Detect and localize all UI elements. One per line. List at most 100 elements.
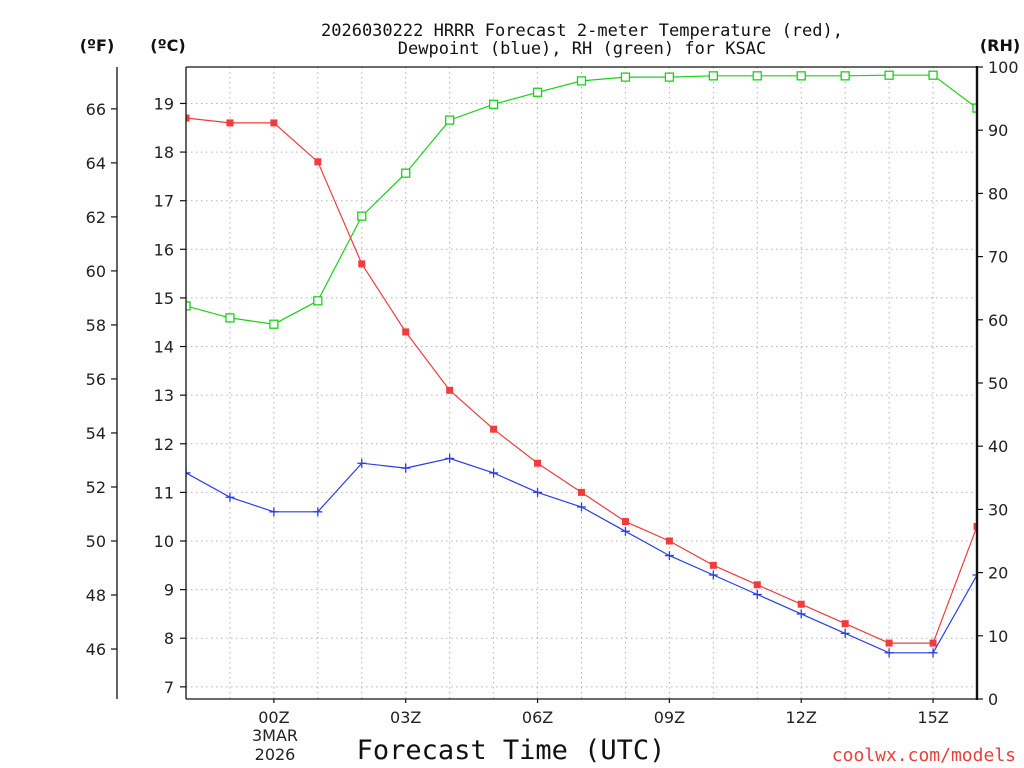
temperature-point (841, 620, 849, 628)
temperature-point (709, 561, 717, 569)
fahrenheit-tick-label: 62 (86, 208, 106, 227)
temperature-point (797, 600, 805, 608)
fahrenheit-tick-label: 58 (86, 316, 106, 335)
celsius-tick-label: 7 (164, 678, 174, 697)
temperature-point (665, 537, 673, 545)
dewpoint-point (445, 453, 455, 463)
dewpoint-point (620, 526, 630, 536)
dewpoint-point (357, 458, 367, 468)
temperature-point (929, 639, 937, 647)
fahrenheit-tick-label: 46 (86, 640, 106, 659)
dewpoint-point (577, 502, 586, 512)
dewpoint-point (269, 507, 279, 517)
celsius-tick-label: 16 (154, 240, 174, 259)
rh-tick-label: 60 (988, 311, 1008, 330)
rh-point (928, 70, 938, 80)
temperature-point (186, 114, 190, 122)
rh-point (884, 70, 894, 80)
x-axis-title: Forecast Time (UTC) (357, 735, 666, 766)
temperature-point (446, 386, 454, 394)
celsius-tick-label: 15 (154, 289, 174, 308)
rh-tick-label: 80 (988, 184, 1008, 203)
rh-point (225, 313, 235, 323)
dewpoint-point (489, 468, 499, 478)
temperature-point (270, 119, 278, 127)
rh-point (445, 115, 455, 125)
fahrenheit-tick-label: 66 (86, 100, 106, 119)
rh-tick-label: 50 (988, 374, 1008, 393)
celsius-tick-label: 18 (154, 143, 174, 162)
celsius-tick-label: 10 (154, 532, 174, 551)
dewpoint-point (840, 628, 850, 638)
celsius-tick-label: 19 (154, 94, 174, 113)
rh-tick-label: 70 (988, 248, 1008, 267)
temperature-point (534, 459, 542, 467)
chart-title-line-1: 2026030222 HRRR Forecast 2-meter Tempera… (321, 21, 843, 41)
fahrenheit-tick-label: 54 (86, 424, 106, 443)
dewpoint-point (708, 570, 718, 580)
series-layer (186, 70, 977, 658)
fahrenheit-tick-label: 56 (86, 370, 106, 389)
dewpoint-point (186, 468, 191, 478)
rh-point (313, 296, 323, 306)
date-label-year: 2026 (255, 745, 296, 764)
rh-point (532, 87, 543, 97)
dewpoint-point (796, 609, 806, 619)
celsius-tick-label: 9 (164, 581, 174, 600)
rh-tick-label: 40 (988, 437, 1008, 456)
fahrenheit-tick-label: 60 (86, 262, 106, 281)
celsius-tick-label: 13 (154, 386, 174, 405)
dewpoint-point (752, 589, 762, 599)
celsius-tick-label: 17 (154, 192, 174, 211)
date-label-day: 3MAR (252, 726, 298, 745)
temperature-point (358, 260, 366, 268)
rh-point (488, 99, 499, 109)
rh-point (972, 103, 977, 113)
rh-axis-label: (RH) (980, 36, 1020, 55)
dewpoint-point (972, 570, 977, 580)
temperature-point (753, 581, 761, 589)
rh-point (186, 301, 191, 311)
x-axis-tick-label: 06Z (522, 708, 553, 727)
x-axis-tick-label: 09Z (654, 708, 685, 727)
celsius-axis-label: (ºC) (150, 36, 185, 55)
rh-tick-label: 10 (988, 627, 1008, 646)
rh-point (620, 72, 631, 82)
x-axis-tick-label: 03Z (390, 708, 421, 727)
dewpoint-point (533, 487, 543, 497)
rh-tick-label: 0 (988, 690, 998, 709)
rh-point (401, 168, 411, 178)
fahrenheit-tick-label: 48 (86, 586, 106, 605)
rh-point (269, 319, 279, 329)
rh-tick-label: 90 (988, 121, 1008, 140)
celsius-tick-label: 11 (154, 483, 174, 502)
temperature-point (621, 518, 629, 526)
dewpoint-point (664, 551, 674, 561)
rh-tick-label: 100 (988, 58, 1019, 77)
temperature-point (402, 328, 410, 336)
rh-point (708, 71, 718, 81)
fahrenheit-tick-label: 52 (86, 478, 106, 497)
fahrenheit-tick-label: 64 (86, 154, 106, 173)
rh-point (752, 71, 762, 81)
rh-point (664, 72, 675, 82)
temperature-point (490, 425, 498, 433)
rh-point (840, 71, 850, 81)
temperature-point (578, 488, 585, 496)
x-axis-tick-label: 12Z (786, 708, 817, 727)
temperature-point (314, 158, 322, 166)
celsius-tick-label: 12 (154, 435, 174, 454)
x-axis-tick-label: 00Z (258, 708, 289, 727)
fahrenheit-axis-label: (ºF) (80, 36, 115, 55)
rh-tick-label: 20 (988, 564, 1008, 583)
temperature-point (226, 119, 234, 127)
tick-layer: 46 48 50 52 54 56 58 60 62 64 66 7 8 9 10 11 12 13 14 15 16 1… (86, 58, 1019, 727)
watermark-credit: coolwx.com/models (832, 745, 1016, 766)
celsius-tick-label: 14 (154, 338, 174, 357)
dewpoint-point (313, 507, 323, 517)
temperature-point (973, 522, 977, 530)
rh-tick-label: 30 (988, 500, 1008, 519)
dewpoint-point (884, 648, 894, 658)
